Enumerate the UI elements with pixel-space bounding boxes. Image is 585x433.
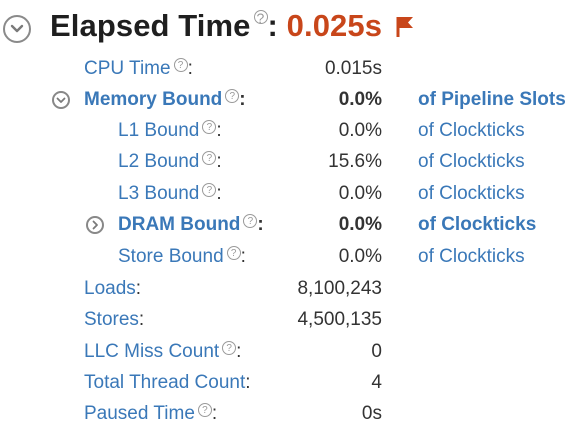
metric-label[interactable]: Stores [84, 309, 139, 330]
metric-value: 0.015s [325, 58, 382, 80]
metric-label[interactable]: L1 Bound [118, 120, 199, 141]
chevron-down-icon [10, 24, 24, 34]
label-colon: : [216, 151, 221, 172]
metric-value: 0s [362, 403, 382, 425]
help-icon[interactable]: ? [198, 403, 212, 417]
elapsed-time-title: Elapsed Time?: 0.025s [50, 8, 382, 44]
label-colon: : [241, 246, 246, 267]
elapsed-time-header: Elapsed Time?: 0.025s [0, 6, 585, 50]
collapse-toggle-button[interactable] [3, 15, 31, 43]
metric-label[interactable]: DRAM Bound [118, 214, 240, 235]
metric-row-l1-bound: L1 Bound?: 0.0% of Clockticks [0, 120, 585, 150]
label-colon: : [216, 120, 221, 141]
help-icon[interactable]: ? [254, 10, 268, 24]
chevron-down-icon [56, 97, 66, 104]
help-icon[interactable]: ? [227, 246, 241, 260]
metric-unit: of Clockticks [418, 183, 525, 205]
metric-value: 0.0% [339, 214, 382, 236]
metric-unit: of Clockticks [418, 120, 525, 142]
metric-row-paused-time: Paused Time?: 0s [0, 403, 585, 433]
label-colon: : [236, 341, 241, 362]
label-colon: : [245, 372, 250, 393]
help-icon[interactable]: ? [225, 89, 239, 103]
title-colon: : [268, 8, 278, 43]
expand-toggle-button[interactable] [86, 216, 104, 234]
metric-value: 4,500,135 [297, 309, 382, 331]
label-colon: : [257, 214, 263, 235]
elapsed-time-label: Elapsed Time [50, 8, 251, 43]
metric-value: 15.6% [328, 151, 382, 173]
metric-label[interactable]: CPU Time [84, 58, 171, 79]
help-icon[interactable]: ? [243, 214, 257, 228]
metric-unit: of Pipeline Slots [418, 89, 566, 111]
label-colon: : [212, 403, 217, 424]
metric-label[interactable]: Total Thread Count [84, 372, 245, 393]
help-icon[interactable]: ? [202, 183, 216, 197]
label-colon: : [216, 183, 221, 204]
elapsed-time-value: 0.025s [287, 8, 382, 43]
chevron-right-icon [92, 220, 99, 230]
metric-value: 0.0% [339, 183, 382, 205]
help-icon[interactable]: ? [202, 151, 216, 165]
metric-label[interactable]: LLC Miss Count [84, 341, 219, 362]
metric-row-store-bound: Store Bound?: 0.0% of Clockticks [0, 246, 585, 276]
help-icon[interactable]: ? [222, 341, 236, 355]
metric-value: 0 [371, 341, 382, 363]
metric-row-llc-miss-count: LLC Miss Count?: 0 [0, 341, 585, 371]
metric-value: 8,100,243 [297, 278, 382, 300]
label-colon: : [139, 309, 144, 330]
metric-row-cpu-time: CPU Time?: 0.015s [0, 58, 585, 88]
metric-row-dram-bound: DRAM Bound?: 0.0% of Clockticks [0, 214, 585, 244]
help-icon[interactable]: ? [202, 120, 216, 134]
metric-row-stores: Stores: 4,500,135 [0, 309, 585, 339]
metric-label[interactable]: Store Bound [118, 246, 224, 267]
metric-row-loads: Loads: 8,100,243 [0, 278, 585, 308]
flag-icon [395, 15, 415, 39]
metric-row-l3-bound: L3 Bound?: 0.0% of Clockticks [0, 183, 585, 213]
metric-label[interactable]: Loads [84, 278, 136, 299]
metric-value: 4 [371, 372, 382, 394]
metric-row-memory-bound: Memory Bound?: 0.0% of Pipeline Slots [0, 89, 585, 119]
metric-label[interactable]: L3 Bound [118, 183, 199, 204]
label-colon: : [188, 58, 193, 79]
label-colon: : [239, 89, 245, 110]
metric-label[interactable]: L2 Bound [118, 151, 199, 172]
metric-unit: of Clockticks [418, 246, 525, 268]
metric-label[interactable]: Memory Bound [84, 89, 222, 110]
metric-value: 0.0% [339, 89, 382, 111]
metric-unit: of Clockticks [418, 214, 536, 236]
metric-row-total-thread-count: Total Thread Count: 4 [0, 372, 585, 402]
metric-value: 0.0% [339, 120, 382, 142]
metric-row-l2-bound: L2 Bound?: 15.6% of Clockticks [0, 151, 585, 181]
metric-value: 0.0% [339, 246, 382, 268]
label-colon: : [136, 278, 141, 299]
metric-unit: of Clockticks [418, 151, 525, 173]
help-icon[interactable]: ? [174, 58, 188, 72]
metric-label[interactable]: Paused Time [84, 403, 195, 424]
expand-toggle-button[interactable] [52, 91, 70, 109]
